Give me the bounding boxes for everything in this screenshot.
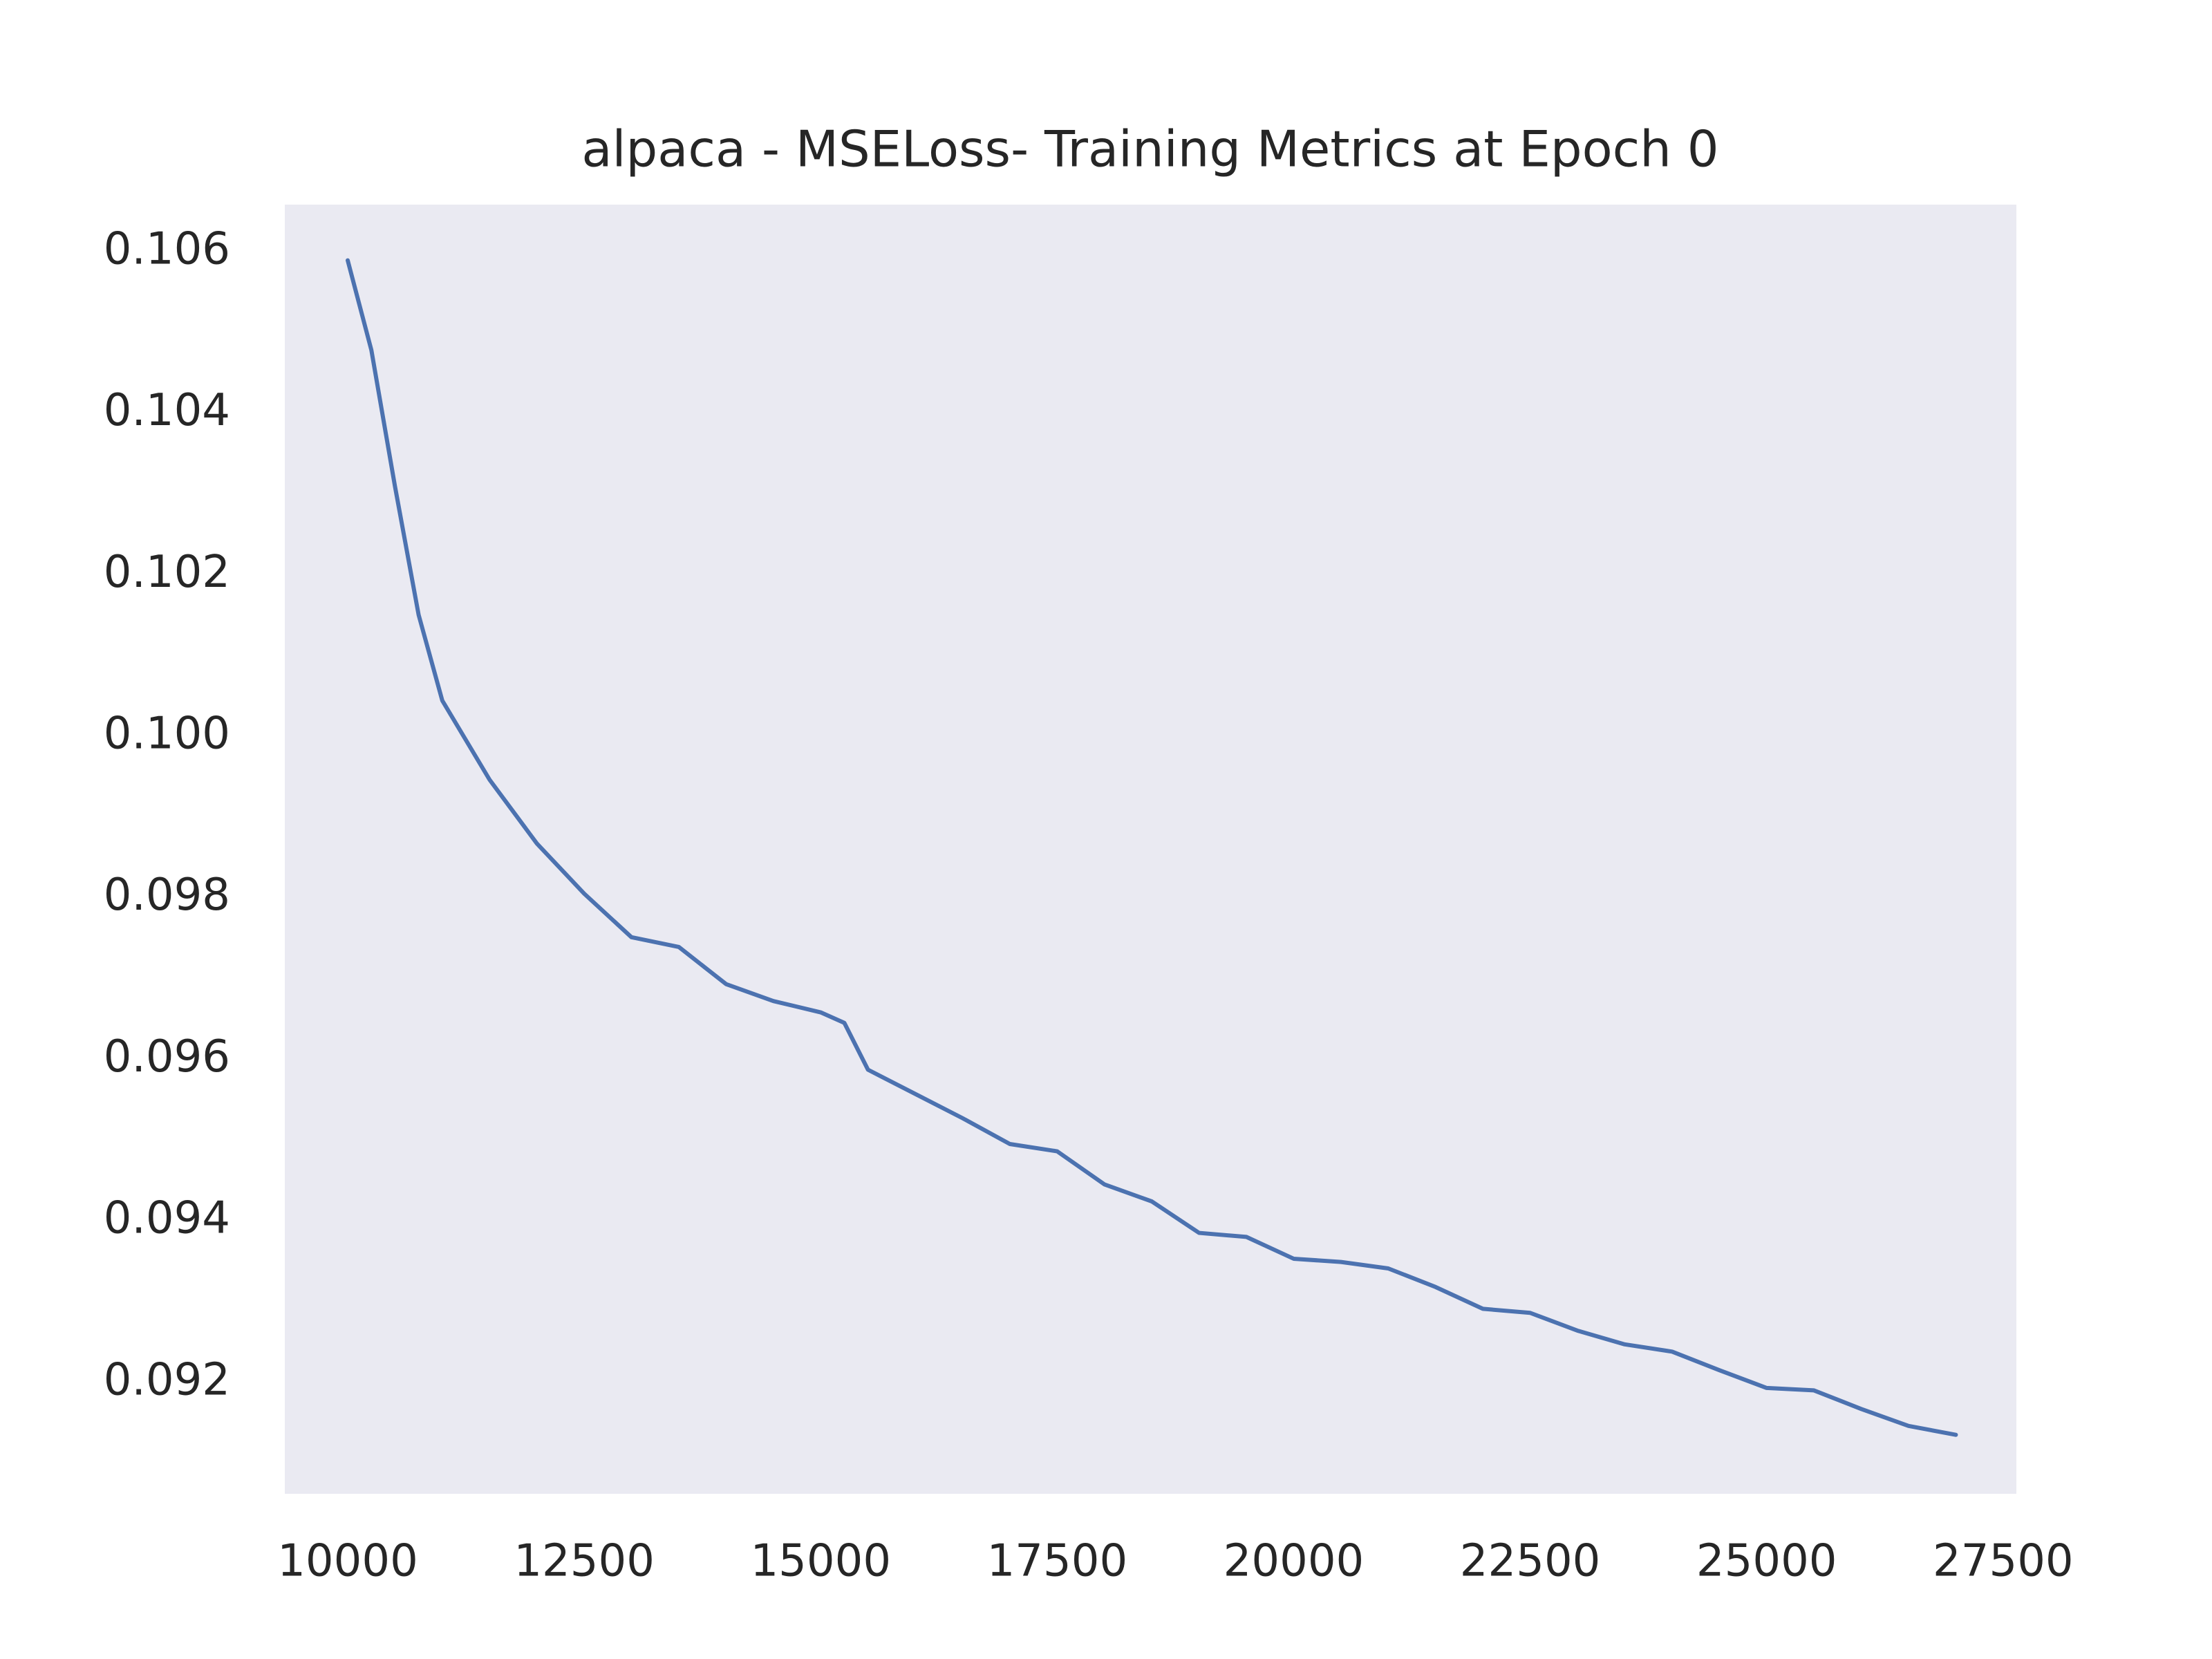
- x-tick-label: 20000: [1224, 1536, 1365, 1587]
- x-tick-label: 10000: [277, 1536, 418, 1587]
- y-tick-label: 0.100: [104, 708, 230, 759]
- y-tick-label: 0.104: [104, 385, 230, 436]
- x-tick-label: 15000: [750, 1536, 891, 1587]
- y-tick-label: 0.102: [104, 547, 230, 598]
- x-tick-label: 12500: [514, 1536, 655, 1587]
- y-tick-label: 0.096: [104, 1031, 230, 1082]
- x-tick-label: 22500: [1460, 1536, 1601, 1587]
- y-tick-label: 0.092: [104, 1354, 230, 1405]
- x-tick-label: 17500: [987, 1536, 1128, 1587]
- y-tick-label: 0.094: [104, 1193, 230, 1244]
- x-tick-label: 25000: [1696, 1536, 1837, 1587]
- y-tick-label: 0.106: [104, 223, 230, 274]
- line-series: [346, 258, 1958, 1437]
- y-tick-label: 0.098: [104, 870, 230, 921]
- x-tick-label: 27500: [1933, 1536, 2074, 1587]
- plot-area: [285, 205, 2016, 1494]
- chart-title: alpaca - MSELoss- Training Metrics at Ep…: [581, 120, 1718, 178]
